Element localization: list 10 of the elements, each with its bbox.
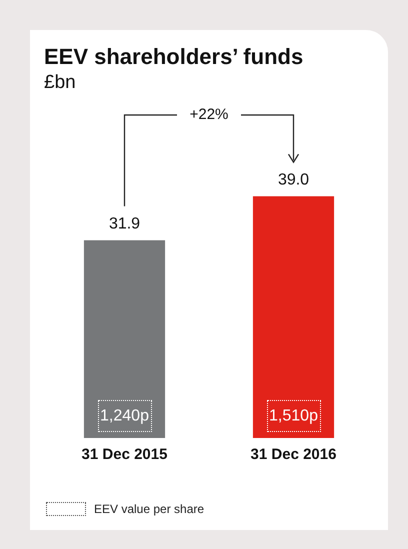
annotation: 1,240p	[100, 407, 150, 424]
chart-title: EEV shareholders’ funds	[44, 44, 304, 70]
annotation: 1,510p	[269, 407, 318, 424]
data-label: 31.9	[108, 216, 140, 233]
x-tick-label: 31 Dec 2016	[250, 446, 336, 464]
data-label: 39.0	[278, 172, 310, 189]
text: EEV value per share	[94, 502, 204, 516]
chart-subtitle: £bn	[44, 72, 76, 94]
x-tick-label: 31 Dec 2015	[82, 446, 168, 464]
text: +22%	[190, 106, 228, 124]
